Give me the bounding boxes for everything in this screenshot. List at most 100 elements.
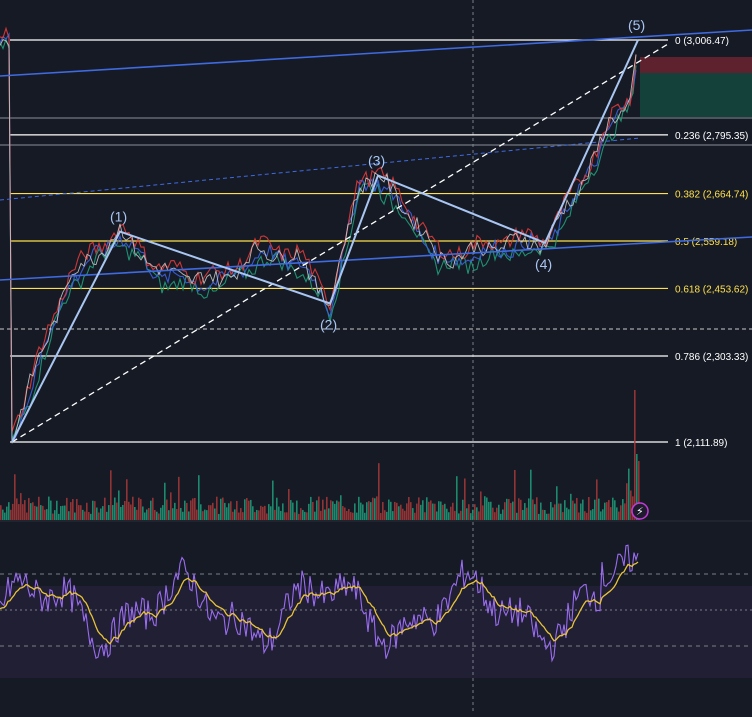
volume-bar: [604, 502, 606, 520]
volume-bar: [488, 501, 490, 520]
volume-bar: [402, 508, 404, 520]
price-line: [0, 38, 637, 444]
volume-bar: [174, 502, 176, 520]
volume-bar: [184, 500, 186, 520]
volume-bar: [544, 510, 546, 520]
volume-bar: [526, 507, 528, 520]
volume-bar: [392, 511, 394, 520]
volume-bar: [484, 496, 486, 520]
volume-bar: [210, 505, 212, 520]
volume-bar: [430, 500, 432, 520]
volume-bar: [244, 499, 246, 520]
volume-bar: [10, 509, 12, 520]
volume-bar: [616, 507, 618, 520]
position-stop-zone: [640, 57, 752, 73]
volume-bar: [384, 510, 386, 520]
volume-bar: [222, 497, 224, 520]
volume-bar: [52, 513, 54, 520]
volume-bar: [14, 474, 16, 520]
volume-bar: [96, 507, 98, 520]
volume-bar: [346, 511, 348, 520]
fib-label-2: 0.382 (2,664.74): [675, 190, 748, 201]
volume-bar: [146, 509, 148, 520]
volume-bar: [406, 503, 408, 520]
volume-bar: [504, 502, 506, 520]
volume-bar: [452, 502, 454, 520]
volume-bar: [272, 480, 274, 520]
volume-bar: [566, 507, 568, 520]
volume-bar: [610, 507, 612, 520]
volume-bar: [178, 476, 180, 520]
volume-bar: [420, 504, 422, 520]
volume-bar: [130, 504, 132, 520]
volume-bar: [198, 475, 200, 520]
volume-bar: [564, 500, 566, 520]
channel-lower-line: [0, 236, 752, 281]
volume-bar: [438, 501, 440, 520]
volume-bar: [160, 507, 162, 520]
volume-bar: [422, 500, 424, 520]
volume-bar: [252, 506, 254, 520]
volume-bar: [336, 500, 338, 520]
volume-bar: [216, 496, 218, 520]
volume-bar: [316, 500, 318, 520]
volume-bar: [322, 499, 324, 520]
volume-bar: [454, 510, 456, 520]
volume-bar: [164, 482, 166, 520]
volume-bar: [396, 502, 398, 520]
volume-bar: [80, 505, 82, 520]
volume-bar: [536, 497, 538, 520]
volume-bar: [292, 502, 294, 520]
volume-bar: [550, 501, 552, 520]
volume-bar: [374, 498, 376, 520]
volume-bar: [476, 507, 478, 520]
volume-bar: [124, 501, 126, 520]
channel-upper-line: [0, 29, 752, 77]
volume-bar: [156, 511, 158, 520]
volume-bar: [90, 513, 92, 520]
volume-bar: [86, 502, 88, 520]
volume-bar: [456, 476, 458, 520]
volume-bar: [448, 512, 450, 520]
volume-bar: [158, 513, 160, 520]
volume-bar: [186, 503, 188, 520]
volume-bar: [118, 490, 120, 520]
volume-bar: [190, 500, 192, 520]
volume-bar: [44, 509, 46, 520]
volume-bar: [4, 512, 6, 520]
volume-bar: [240, 508, 242, 520]
volume-bar: [22, 504, 24, 520]
volume-bar: [432, 503, 434, 520]
volume-bar: [378, 463, 380, 520]
volume-bar: [516, 512, 518, 520]
volume-bar: [162, 505, 164, 520]
volume-bar: [278, 506, 280, 520]
volume-bar: [250, 499, 252, 520]
volume-bar: [112, 505, 114, 520]
volume-bar: [76, 499, 78, 520]
volume-bar: [102, 506, 104, 520]
volume-bar: [308, 503, 310, 520]
volume-bar: [390, 501, 392, 520]
volume-bar: [282, 503, 284, 520]
volume-bar: [200, 504, 202, 520]
volume-bar: [522, 509, 524, 520]
volume-bar: [270, 506, 272, 520]
volume-bar: [20, 493, 22, 520]
volume-bar: [212, 502, 214, 520]
volume-bar: [450, 506, 452, 520]
volume-bar: [266, 513, 268, 520]
volume-bar: [340, 495, 342, 520]
alert-bolt-icon[interactable]: ⚡: [631, 502, 649, 520]
volume-bar: [144, 512, 146, 520]
volume-bar: [436, 511, 438, 520]
volume-bar: [560, 503, 562, 520]
volume-bar: [72, 499, 74, 520]
volume-bar: [288, 489, 290, 520]
volume-bar: [258, 510, 260, 520]
volume-bar: [626, 483, 628, 520]
volume-bar: [570, 493, 572, 520]
volume-bar: [502, 509, 504, 520]
volume-bar: [634, 390, 636, 520]
volume-bar: [580, 503, 582, 520]
